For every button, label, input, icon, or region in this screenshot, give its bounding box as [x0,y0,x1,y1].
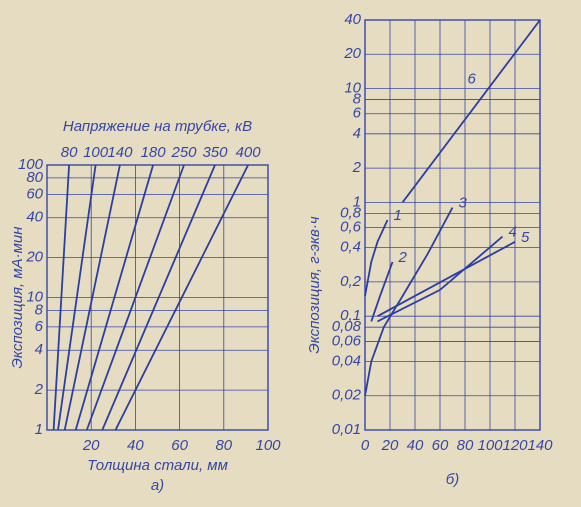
curve [52,164,70,431]
curve [377,241,516,317]
y-tick-label: 0,6 [340,219,362,236]
curve [401,19,541,203]
y-tick-label: 20 [343,45,361,62]
y-tick-label: 2 [34,381,44,398]
curve-label: 4 [509,224,517,241]
line-label: 140 [107,144,133,161]
curve-label: 6 [468,70,477,87]
x-tick-label: 80 [215,437,232,454]
y-tick-label: 0,1 [340,307,361,324]
y-tick-label: 10 [26,288,43,305]
y-tick-label: 0,02 [332,387,362,404]
y-tick-label: 1 [35,421,43,438]
x-tick-label: 80 [457,437,474,454]
y-tick-label: 4 [35,341,43,358]
y-tick-label: 60 [26,185,43,202]
x-tick-label: 40 [127,437,144,454]
x-axis-label: Толщина стали, мм [87,457,228,474]
y-tick-label: 80 [26,169,43,186]
y-tick-label: 0,4 [340,239,361,256]
curve [370,261,394,322]
curve [377,235,504,323]
y-tick-label: 20 [25,249,43,266]
y-tick-label: 8 [35,301,44,318]
y-axis-label: Экспозиция, г-экв·ч [306,216,323,354]
x-tick-label: 100 [477,437,503,454]
line-label: 180 [141,144,167,161]
line-label: 250 [171,144,198,161]
y-tick-label: 40 [26,209,43,226]
y-tick-label: 2 [352,159,362,176]
y-tick-label: 1 [353,193,361,210]
curve [74,164,154,431]
curve [114,164,249,431]
line-label: 400 [236,144,262,161]
y-tick-label: 6 [35,318,44,335]
x-tick-label: 60 [432,437,449,454]
caption: б) [446,471,459,488]
curve-label: 5 [521,229,530,246]
y-tick-label: 0,06 [332,332,362,349]
x-tick-label: 140 [527,437,553,454]
line-label: 100 [83,144,109,161]
curve [63,164,121,431]
x-tick-label: 0 [361,437,370,454]
curve [364,207,454,396]
y-tick-label: 0,08 [332,318,362,335]
curve-label: 2 [398,249,408,266]
y-tick-label: 40 [344,11,361,28]
curve [85,164,185,431]
x-tick-label: 20 [381,437,399,454]
curve [364,219,389,297]
y-tick-label: 0,04 [332,352,361,369]
curve-label: 1 [394,207,402,224]
y-tick-label: 0,01 [332,421,361,438]
caption: а) [151,477,164,494]
y-tick-label: 6 [353,105,362,122]
curve [101,164,216,431]
top-axis-title: Напряжение на трубке, кВ [63,118,252,135]
y-tick-label: 0,8 [340,204,362,221]
y-tick-label: 8 [353,91,362,108]
line-label: 80 [61,144,78,161]
x-tick-label: 60 [171,437,188,454]
x-tick-label: 120 [502,437,528,454]
y-axis-label: Экспозиция, мА·мин [9,227,26,369]
y-tick-label: 100 [18,156,44,173]
y-tick-label: 0,2 [340,273,362,290]
curve [57,164,97,431]
x-tick-label: 20 [82,437,100,454]
y-tick-label: 10 [344,79,361,96]
line-label: 350 [202,144,228,161]
x-tick-label: 40 [407,437,424,454]
y-tick-label: 4 [353,125,361,142]
curve-label: 3 [459,195,468,212]
x-tick-label: 100 [255,437,281,454]
